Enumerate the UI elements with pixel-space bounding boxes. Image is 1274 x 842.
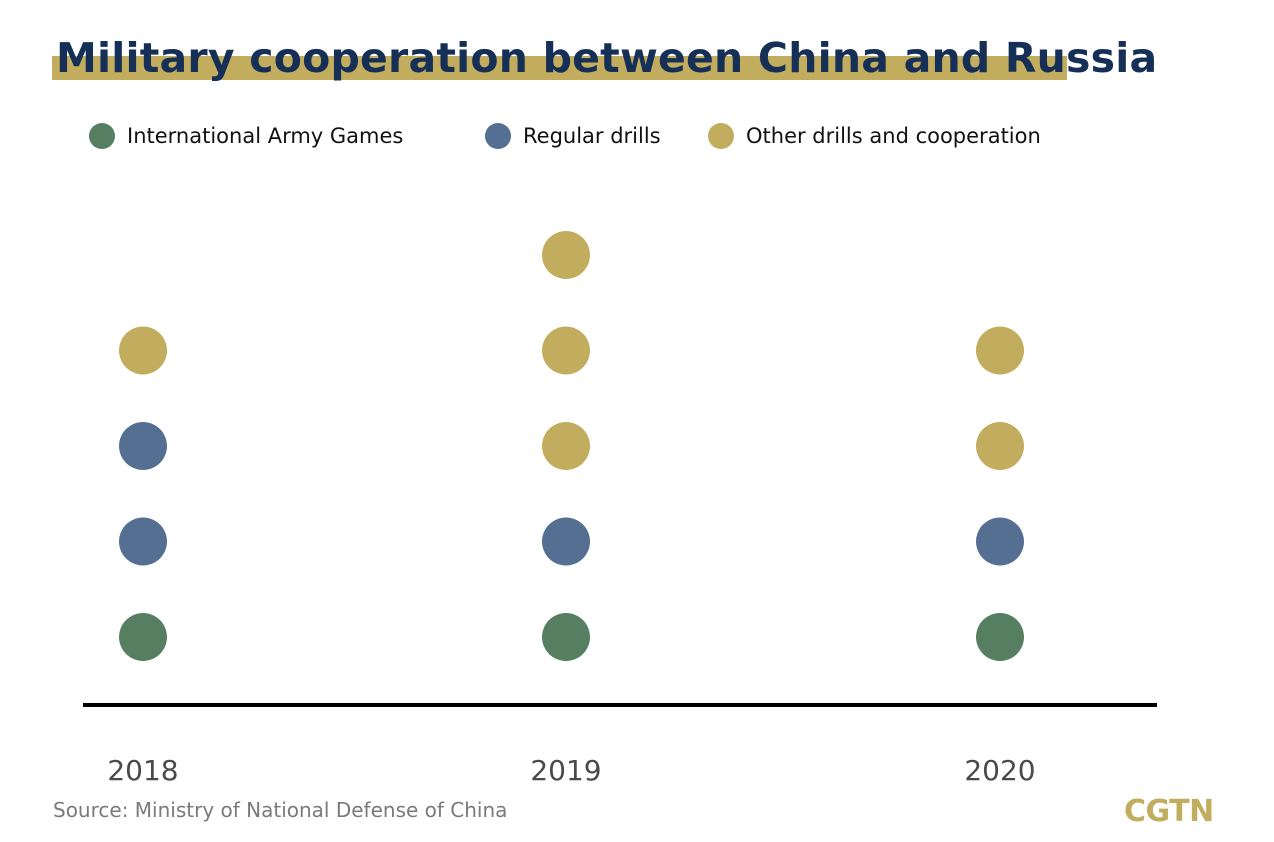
source-note: Source: Ministry of National Defense of … — [53, 798, 508, 822]
legend-swatch-regular-drills — [485, 123, 511, 149]
dot-2020-series-2-2 — [976, 326, 1024, 375]
title-highlight-bar — [52, 56, 1067, 80]
cgtn-logo: CGTN — [1124, 794, 1214, 829]
legend-item-regular-drills: Regular drills — [485, 120, 661, 152]
dot-2019-series-0-1 — [542, 613, 590, 661]
dot-2019-series-1-1 — [542, 517, 590, 566]
dot-2019-series-2-1 — [542, 422, 590, 470]
legend-swatch-other-drills — [708, 123, 734, 149]
legend-swatch-international-army-games — [89, 123, 115, 149]
chart-title: Military cooperation between China and R… — [56, 34, 1158, 82]
dot-2018-series-2-1 — [119, 326, 167, 375]
dot-2020-series-0-1 — [976, 613, 1024, 661]
legend-item-international-army-games: International Army Games — [89, 120, 403, 152]
x-tick-label-2019: 2019 — [530, 754, 601, 787]
dot-2019-series-2-2 — [542, 326, 590, 375]
x-tick-label-2018: 2018 — [107, 754, 178, 787]
legend-label-other-drills: Other drills and cooperation — [746, 124, 1041, 148]
dot-2020-series-2-1 — [976, 422, 1024, 470]
dot-2018-series-0-1 — [119, 613, 167, 661]
dot-2020-series-1-1 — [976, 517, 1024, 566]
dot-2018-series-1-1 — [119, 517, 167, 566]
dot-2019-series-2-3 — [542, 231, 590, 279]
legend-label-international-army-games: International Army Games — [127, 124, 404, 148]
legend-item-other-drills: Other drills and cooperation — [708, 120, 1041, 152]
dot-2018-series-1-2 — [119, 422, 167, 470]
legend: International Army Games Regular drills … — [0, 120, 1274, 152]
legend-label-regular-drills: Regular drills — [523, 124, 661, 148]
x-tick-label-2020: 2020 — [964, 754, 1035, 787]
